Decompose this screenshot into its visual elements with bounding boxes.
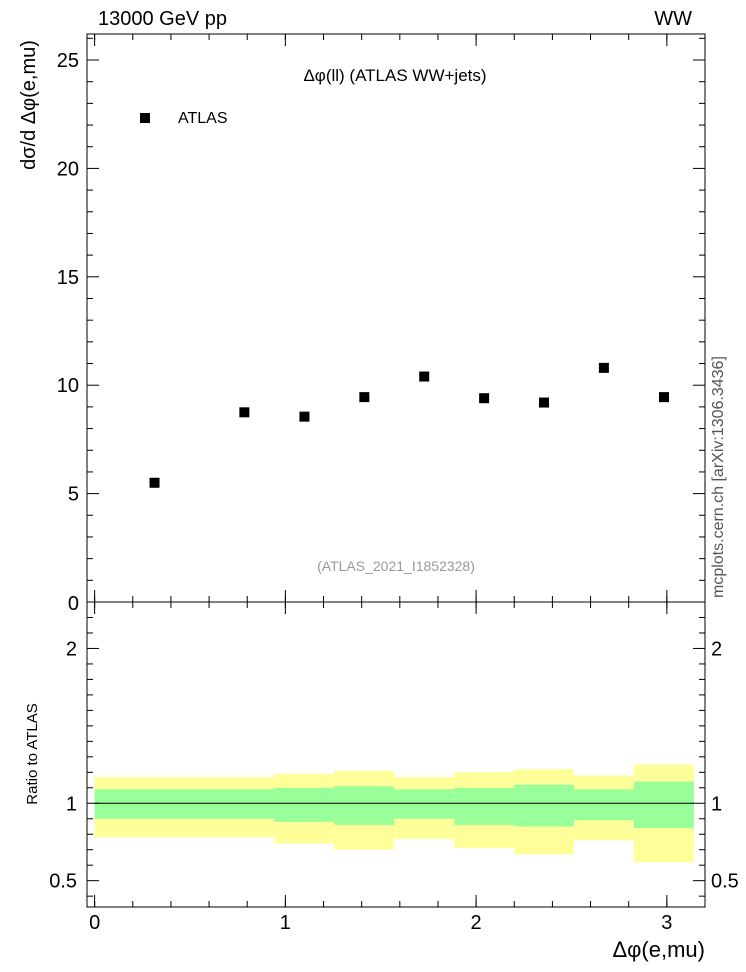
main-ytick-label: 5 [68,484,79,506]
ratio-xtick-label: 3 [661,912,672,934]
ratio-ytick-label-right: 1 [711,793,722,815]
ratio-ytick-label: 1 [66,793,77,815]
data-point [299,411,310,422]
ratio-ytick-label-right: 0.5 [711,871,739,893]
data-point [479,393,490,404]
ratio-ytick-label: 0.5 [49,871,77,893]
ratio-xlabel: Δφ(e,mu) [612,937,705,962]
data-point [539,397,550,408]
data-point [149,477,160,488]
header-right-label: WW [654,8,692,30]
ratio-xtick-label: 2 [471,912,482,934]
legend-marker [140,113,150,123]
ratio-inner-band [633,781,694,829]
main-subtitle: (ATLAS_2021_I1852328) [317,558,475,574]
main-title: Δφ(ll) (ATLAS WW+jets) [303,66,486,85]
data-point [419,371,430,382]
ratio-inner-band [573,789,634,821]
main-ytick-label: 0 [68,593,79,615]
ratio-frame [86,601,706,908]
ratio-inner-band [394,789,455,819]
ratio-ylabel: Ratio to ATLAS [24,703,41,804]
ratio-inner-band [334,786,395,825]
ratio-inner-band [514,784,574,827]
data-point [598,362,609,373]
main-plot: 0 5 10 15 20 25 Δφ(ll) (ATLAS WW+jets) (ATLAS_2… [18,33,706,615]
data-point [239,407,250,418]
main-ytick-label: 15 [57,267,79,289]
ratio-ytick-label: 2 [66,638,77,660]
main-ytick-label: 20 [57,158,79,180]
ratio-xtick-label: 0 [89,912,100,934]
ratio-ytick-label-right: 2 [711,638,722,660]
main-ytick-label: 10 [57,375,79,397]
ratio-xtick-label: 1 [280,912,291,934]
header-left-label: 13000 GeV pp [98,8,227,30]
main-ytick-label: 25 [57,50,79,72]
data-point [658,392,669,403]
legend-label: ATLAS [178,110,228,127]
ratio-plot: 0.5 0.5 1 1 2 2 0 1 2 3 Ratio to ATLAS Δφ(e,mu) [24,601,739,962]
ratio-inner-band [274,787,335,822]
main-ylabel: dσ/d Δφ(e,mu) [18,40,40,170]
ratio-inner-band [94,789,275,819]
ratio-inner-band [454,787,515,825]
data-point [359,392,370,403]
